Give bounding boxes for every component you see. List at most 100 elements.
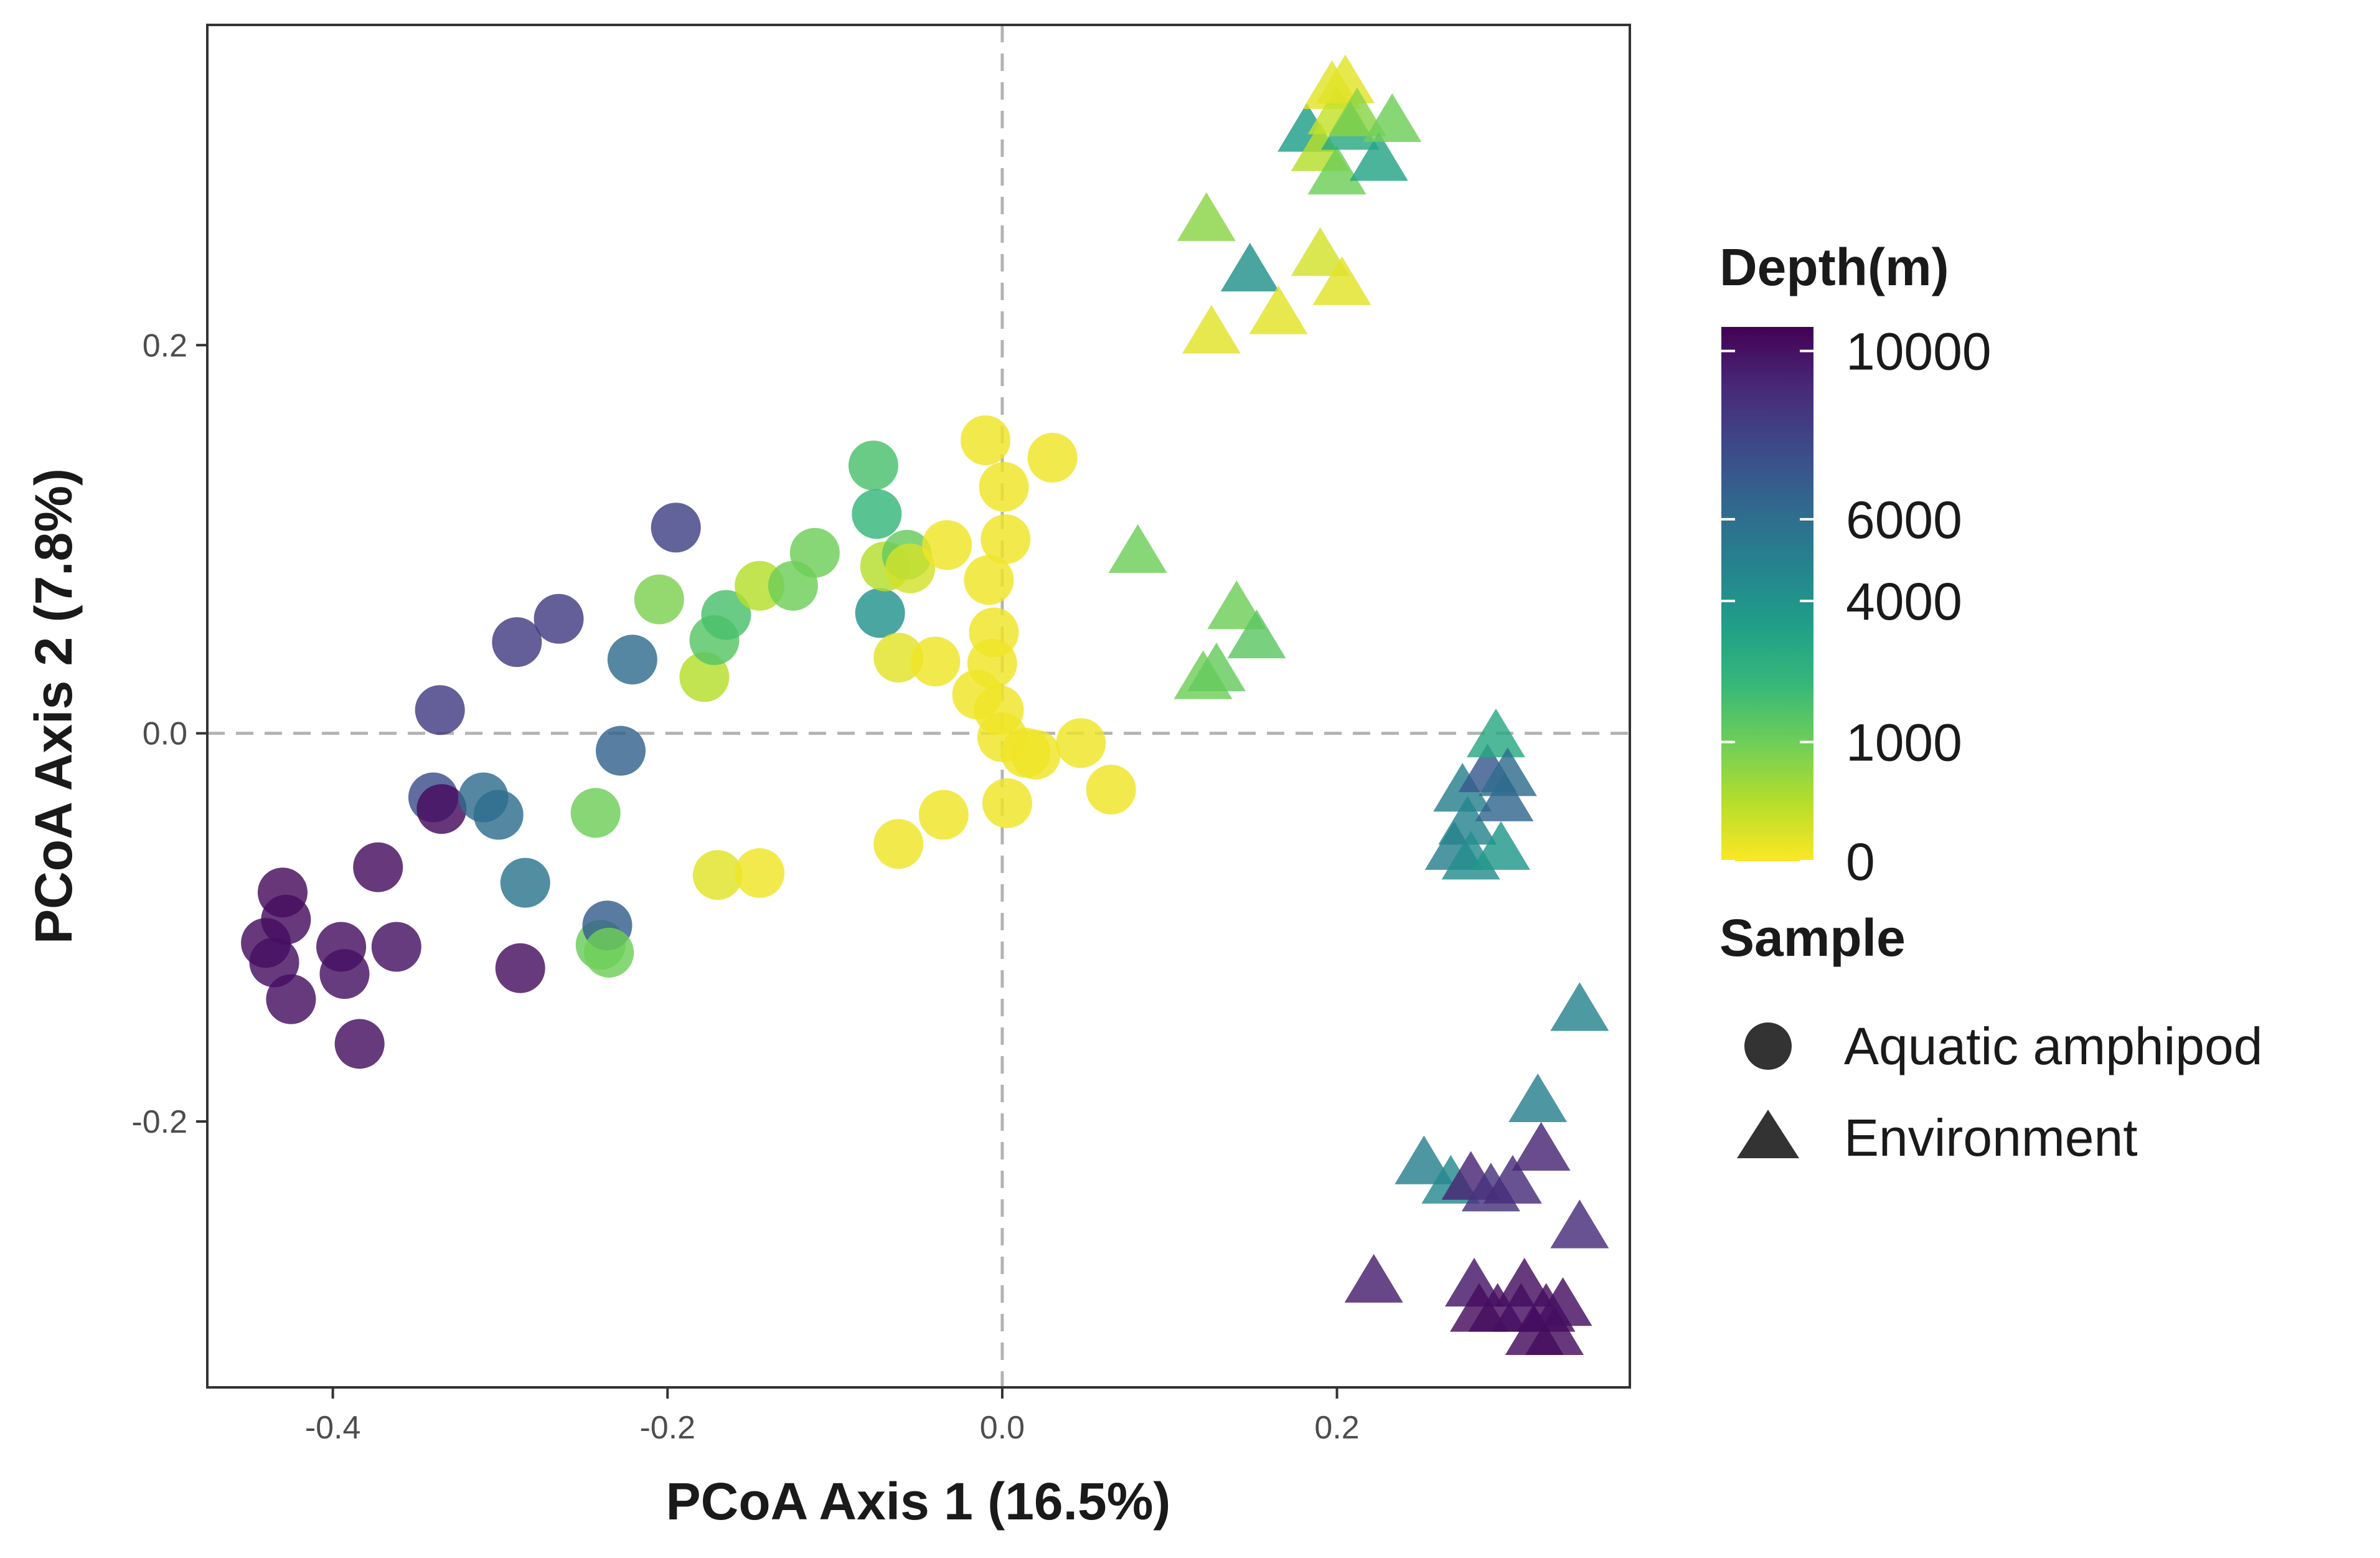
y-axis-title: PCoA Axis 2 (7.8%) (24, 468, 83, 944)
environment-point (1363, 93, 1422, 143)
shape-legend-title: Sample (1719, 909, 1906, 967)
amphipod-point (416, 784, 467, 834)
environment-point (1395, 1135, 1454, 1184)
legend-triangle-icon (1737, 1110, 1799, 1158)
environment-point (1312, 256, 1371, 305)
environment-point (1207, 580, 1266, 630)
amphipod-point (855, 588, 905, 638)
amphipod-point (981, 514, 1031, 564)
colorbar-tick-label: 0 (1846, 833, 1875, 891)
environment-point (1525, 1306, 1584, 1356)
environment-point (1508, 1073, 1568, 1123)
amphipod-point (319, 949, 370, 999)
environment-point (1227, 609, 1286, 659)
amphipod-point (969, 607, 1019, 658)
environment-point (1483, 1154, 1542, 1204)
y-tick-label: 0.0 (143, 716, 187, 752)
colorbar-tick-label: 4000 (1846, 572, 1962, 631)
colorbar-tick-label: 6000 (1846, 491, 1962, 549)
x-axis: -0.4 -0.2 0.0 0.2 (305, 1387, 1360, 1446)
environment-point (1512, 1121, 1571, 1171)
environment-point (1475, 772, 1534, 821)
environment-point (1108, 524, 1167, 573)
amphipod-point (261, 894, 311, 945)
environment-point (1307, 145, 1366, 195)
amphipod-point (961, 415, 1011, 465)
amphipod-point (500, 857, 550, 908)
environment-point (1249, 285, 1308, 334)
amphipod-point (371, 922, 421, 972)
color-legend-title: Depth(m) (1719, 238, 1949, 296)
environment-point (1291, 227, 1350, 276)
environment-point (1495, 1257, 1554, 1307)
environment-point (1444, 1257, 1503, 1307)
environment-point (1182, 305, 1241, 354)
colorbar-tick-label: 1000 (1846, 714, 1962, 772)
environment-point (1533, 1277, 1592, 1326)
amphipod-point (692, 850, 743, 900)
amphipod-point (982, 778, 1032, 828)
amphipod-point (789, 527, 840, 578)
environment-point (1550, 982, 1609, 1031)
legend-label-environment: Environment (1844, 1108, 2138, 1167)
amphipod-point (353, 842, 403, 892)
amphipod-point (873, 819, 924, 869)
amphipod-point (634, 574, 684, 625)
environment-point (1478, 747, 1537, 796)
amphipod-point (1027, 433, 1078, 483)
depth-colorbar (1721, 327, 1813, 861)
amphipod-point (922, 520, 972, 570)
amphipod-point (1010, 729, 1061, 780)
environment-point (1344, 1253, 1403, 1303)
amphipod-point (1056, 718, 1106, 768)
amphipod-point (852, 489, 902, 539)
amphipod-point (415, 685, 465, 735)
amphipod-point (492, 617, 542, 668)
amphipod-point (979, 461, 1029, 512)
environment-point (1177, 192, 1236, 241)
amphipod-point (495, 943, 545, 993)
amphipod-point (266, 974, 316, 1024)
amphipod-point (651, 503, 701, 553)
environment-point (1349, 132, 1408, 181)
amphipod-point (848, 440, 898, 491)
amphipod-point (918, 790, 969, 840)
x-axis-title: PCoA Axis 1 (16.5%) (666, 1472, 1171, 1531)
amphipod-point (534, 593, 584, 644)
amphipod-point (607, 635, 657, 685)
amphipod-point (584, 927, 634, 978)
colorbar-tick-label: 10000 (1846, 323, 1992, 381)
y-tick-label: 0.2 (143, 328, 187, 364)
amphipod-point (885, 543, 936, 593)
amphipod-point (964, 555, 1014, 605)
amphipod-point (570, 788, 621, 838)
amphipod-point (1086, 765, 1136, 815)
environment-point (1438, 796, 1497, 845)
amphipod-point (735, 848, 785, 899)
amphipod-point (473, 790, 524, 840)
environment-point (1327, 87, 1386, 136)
environment-point (1466, 708, 1525, 758)
environment-point (1316, 54, 1375, 103)
plot-border (206, 24, 1631, 1389)
amphipod-point (873, 633, 924, 683)
y-tick-label: -0.2 (131, 1104, 187, 1140)
legend-circle-icon (1744, 1022, 1792, 1070)
legend-label-aquatic-amphipod: Aquatic amphipod (1844, 1017, 2262, 1075)
amphipod-point (334, 1019, 385, 1069)
data-points (241, 54, 1609, 1356)
x-tick-label: 0.0 (980, 1410, 1025, 1446)
environment-point (1187, 642, 1246, 692)
colorbar-ticks: 0 1000 4000 6000 10000 (1721, 323, 1992, 891)
x-tick-label: -0.2 (639, 1410, 695, 1446)
y-axis: -0.2 0.0 0.2 (131, 328, 207, 1140)
x-tick-label: 0.2 (1314, 1410, 1359, 1446)
amphipod-point (595, 725, 646, 776)
x-tick-label: -0.4 (305, 1410, 361, 1446)
environment-point (1220, 242, 1279, 292)
amphipod-point (910, 636, 961, 687)
amphipod-point (701, 590, 751, 640)
environment-point (1472, 821, 1531, 870)
environment-point (1550, 1199, 1609, 1249)
